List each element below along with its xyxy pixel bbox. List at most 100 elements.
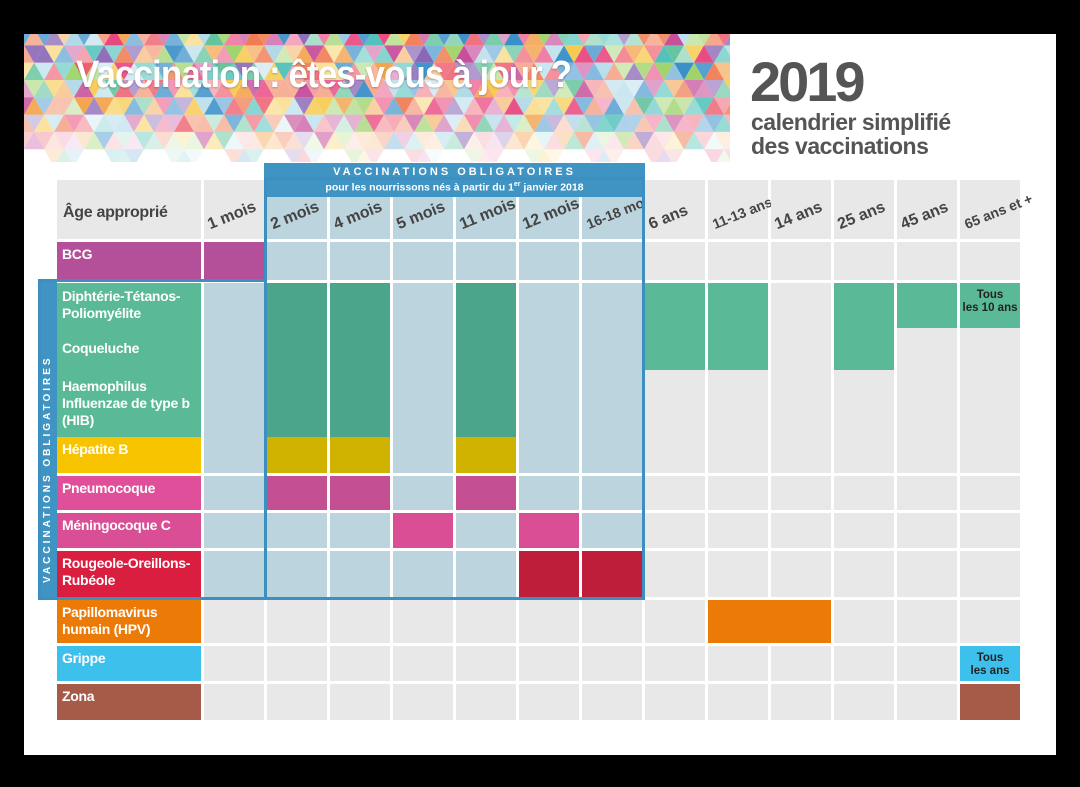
banner-facet	[204, 79, 224, 98]
banner-facet	[116, 149, 132, 162]
schedule-cell	[267, 646, 327, 681]
row-label-text: Rougeole-Oreillons-	[62, 555, 191, 571]
banner-facet	[564, 97, 584, 115]
banner-facet	[74, 62, 94, 80]
banner-facet	[514, 45, 534, 63]
schedule-cell	[267, 283, 327, 328]
banner-facet	[294, 79, 314, 98]
banner-facet	[284, 149, 304, 162]
banner-facet	[674, 45, 694, 63]
schedule-cell	[708, 283, 768, 328]
banner-facet	[714, 79, 730, 98]
banner-facet	[397, 34, 411, 46]
banner-facet	[374, 114, 394, 132]
banner-facet	[374, 45, 394, 63]
banner-facet	[97, 34, 111, 46]
banner-facet	[24, 97, 44, 115]
banner-facet	[664, 149, 684, 162]
banner-facet	[294, 131, 314, 150]
schedule-cell	[519, 476, 579, 510]
schedule-cell	[519, 437, 579, 473]
banner-facet	[174, 45, 194, 63]
age-column-header	[771, 180, 831, 239]
banner-facet	[244, 131, 264, 150]
schedule-cell	[267, 513, 327, 548]
row-sublabel-hib: Haemophilus	[62, 378, 147, 394]
banner-facet	[644, 114, 664, 132]
banner-facet	[84, 79, 104, 98]
banner-facet	[384, 97, 404, 115]
banner-facet	[684, 34, 704, 46]
banner-facet	[537, 34, 551, 46]
banner-facet	[424, 149, 444, 162]
banner-facet	[434, 45, 454, 63]
banner-facet	[494, 114, 514, 132]
banner-facet	[224, 45, 244, 63]
banner-facet	[157, 34, 171, 46]
schedule-cell	[645, 551, 705, 597]
banner-facet	[394, 45, 414, 63]
banner-facet	[124, 45, 144, 63]
schedule-cell	[519, 551, 579, 597]
row-label-text: Papillomavirus	[62, 604, 158, 620]
banner-facet	[184, 62, 204, 80]
banner-facet	[444, 45, 464, 63]
schedule-cell	[582, 513, 642, 548]
banner-facet	[244, 149, 264, 162]
banner-facet	[24, 114, 34, 132]
banner-facet	[624, 34, 644, 46]
banner-facet	[454, 79, 474, 98]
banner-facet	[474, 97, 494, 115]
banner-facet	[644, 131, 664, 150]
banner-facet	[494, 45, 514, 63]
banner-facet	[264, 131, 284, 150]
banner-facet	[94, 62, 114, 80]
schedule-cell	[519, 242, 579, 280]
banner-facet	[104, 45, 124, 63]
schedule-cell	[582, 476, 642, 510]
banner-facet	[244, 114, 264, 132]
banner-facet	[304, 97, 324, 115]
schedule-cell	[330, 370, 390, 437]
schedule-cell	[582, 242, 642, 280]
banner-facet	[604, 149, 624, 162]
banner-facet	[477, 34, 491, 46]
schedule-cell	[771, 684, 831, 720]
banner-facet	[104, 79, 124, 98]
mandatory-title: VACCINATIONS OBLIGATOIRES	[333, 166, 576, 178]
banner-facet	[154, 114, 174, 132]
banner-facet	[64, 62, 84, 80]
banner-facet	[644, 97, 664, 115]
banner-facet	[614, 97, 634, 115]
schedule-cell	[960, 242, 1020, 280]
banner-facet	[54, 62, 74, 80]
banner-facet	[574, 114, 594, 132]
schedule-cell	[456, 370, 516, 437]
banner-facet	[264, 45, 284, 63]
banner-facet	[214, 62, 234, 80]
banner-facet	[104, 34, 124, 46]
schedule-cell	[960, 551, 1020, 597]
banner-facet	[304, 45, 324, 63]
banner-facet	[484, 62, 504, 80]
schedule-cell	[897, 476, 957, 510]
banner-facet	[24, 114, 44, 132]
schedule-cell	[645, 437, 705, 473]
banner-facet	[554, 45, 574, 63]
schedule-cell	[456, 437, 516, 473]
banner-facet	[214, 114, 234, 132]
schedule-cell	[204, 551, 264, 597]
banner-facet	[374, 131, 394, 150]
banner-facet	[664, 79, 684, 98]
banner-facet	[424, 79, 444, 98]
banner-facet	[164, 149, 184, 162]
schedule-cell	[267, 437, 327, 473]
banner-facet	[184, 131, 204, 150]
banner-facet	[244, 45, 264, 63]
schedule-cell	[897, 437, 957, 473]
schedule-cell	[582, 328, 642, 370]
banner-facet	[174, 114, 194, 132]
row-label-text: Méningocoque C	[62, 517, 171, 533]
schedule-cell	[960, 476, 1020, 510]
banner-facet	[344, 34, 364, 46]
